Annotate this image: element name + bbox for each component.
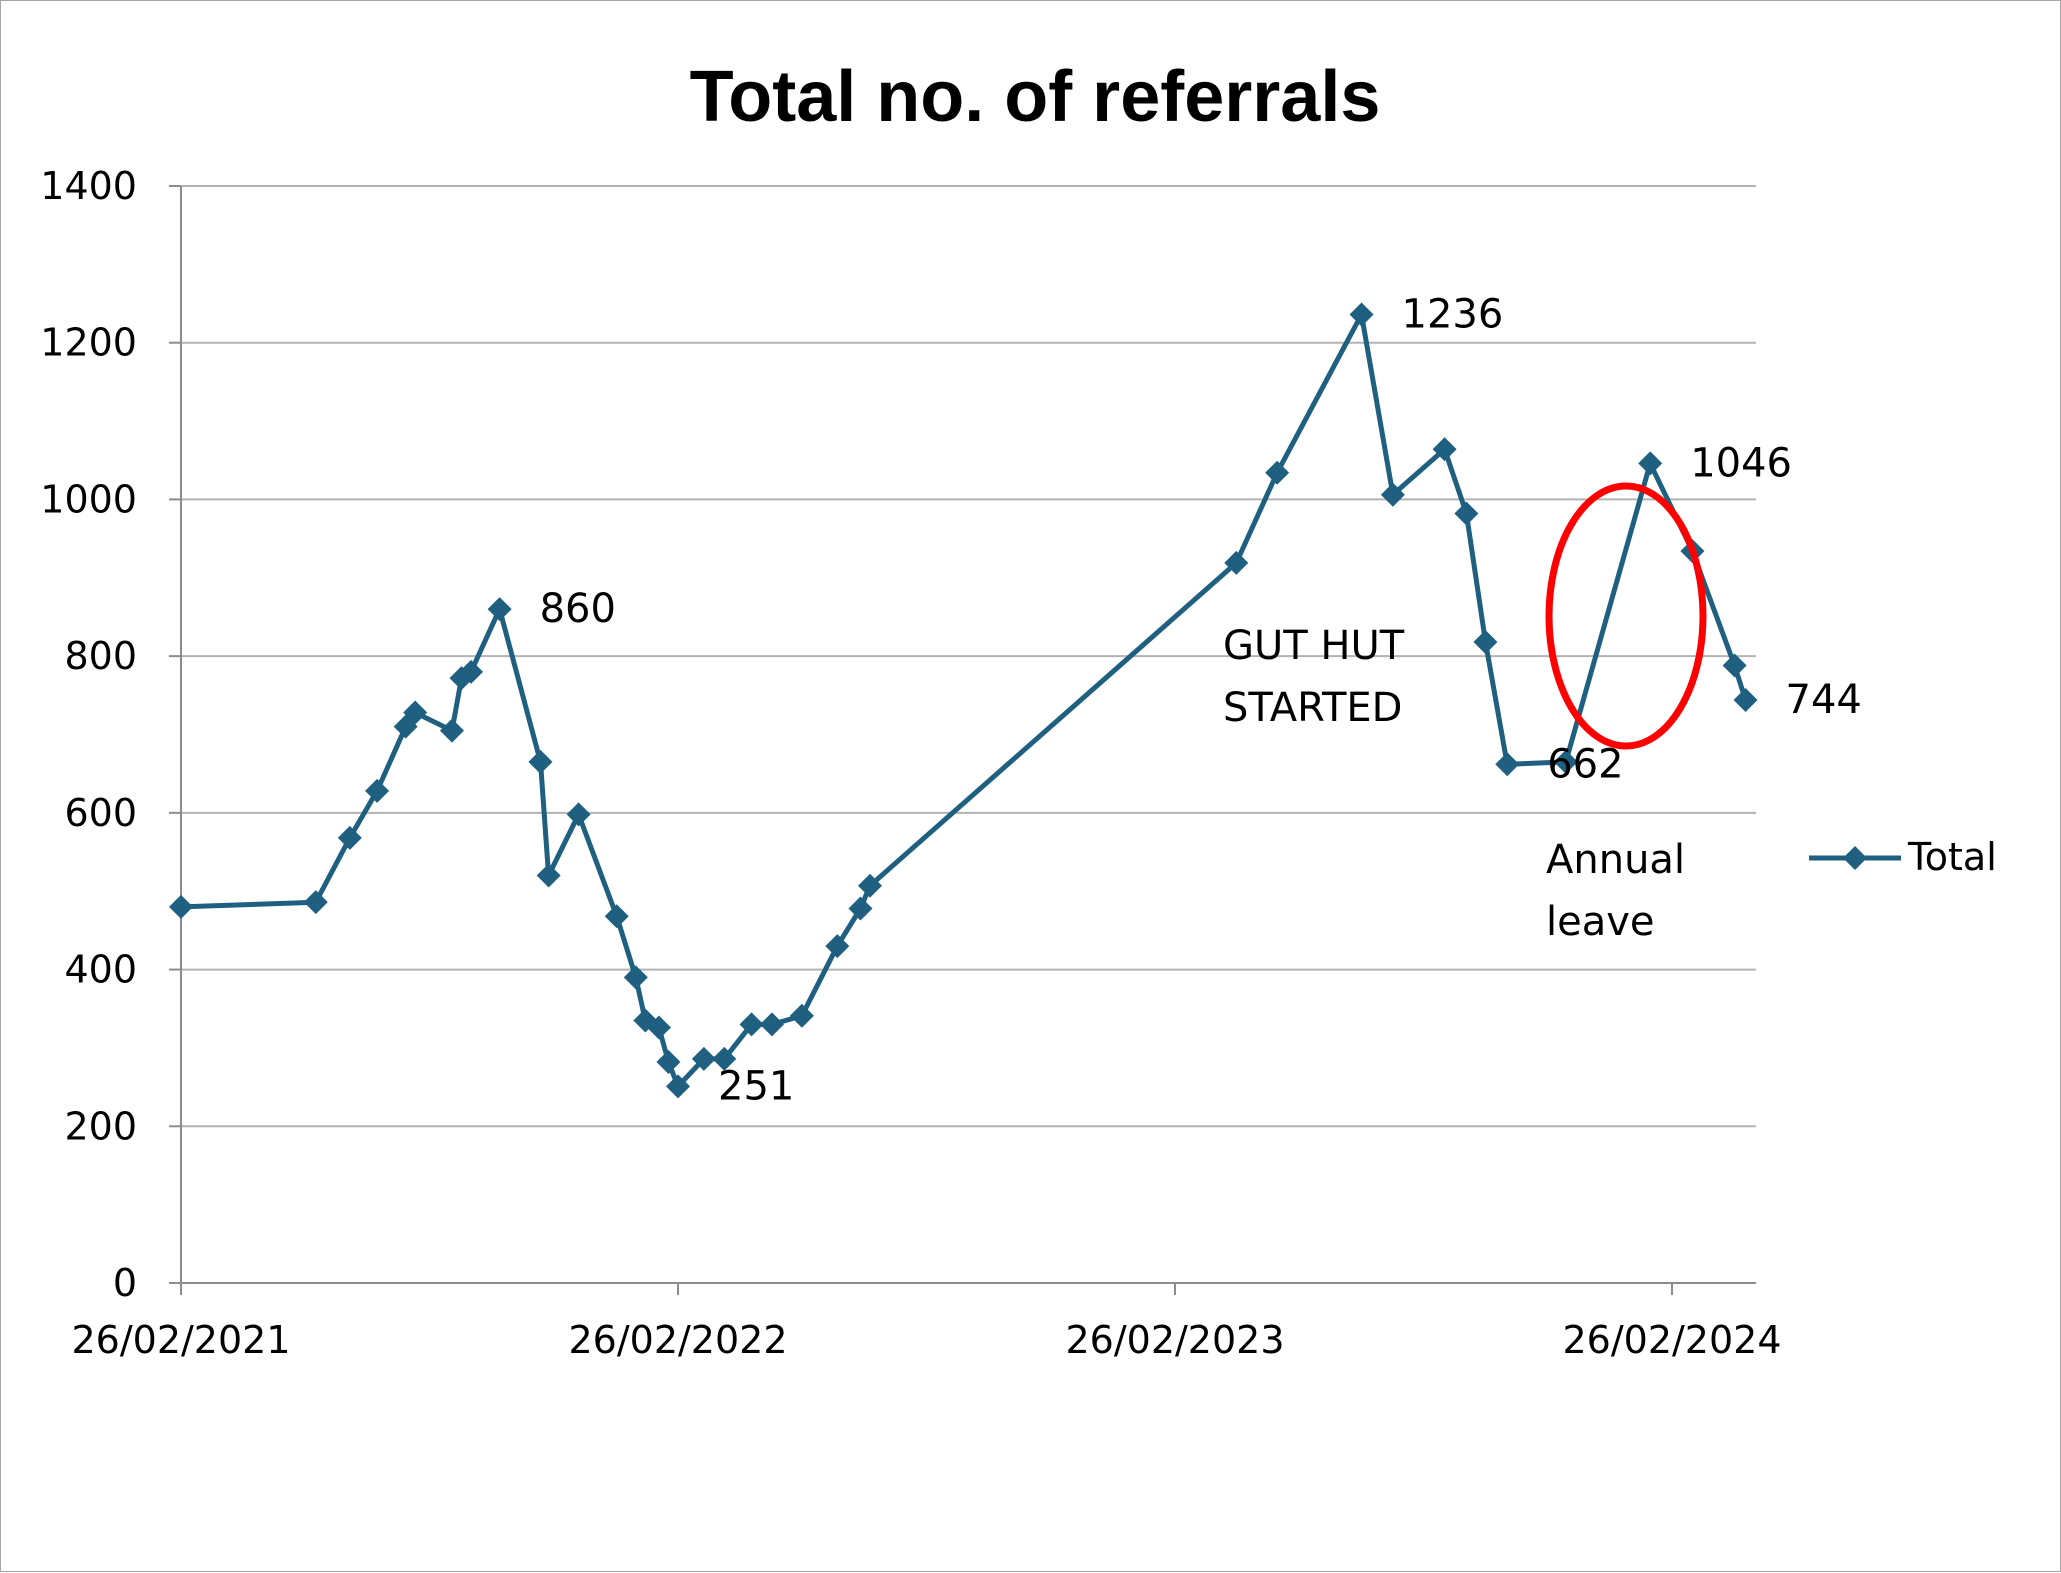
x-tick-label: 26/02/2021 — [71, 1318, 290, 1362]
data-label: 860 — [540, 586, 616, 632]
data-point-marker — [789, 1003, 814, 1028]
data-point-marker — [646, 1015, 671, 1040]
data-point-marker — [439, 718, 464, 743]
data-point-marker — [169, 894, 193, 919]
data-point-marker — [365, 778, 390, 803]
data-point-marker — [1224, 550, 1249, 575]
data-label: 1046 — [1690, 440, 1792, 486]
data-label: 1236 — [1402, 292, 1504, 338]
data-point-marker — [691, 1046, 716, 1071]
data-point-marker — [1473, 630, 1498, 655]
data-point-marker — [459, 659, 484, 684]
data-point-marker — [487, 597, 512, 622]
data-point-marker — [848, 896, 873, 921]
annotation-text: STARTED — [1223, 685, 1402, 731]
data-label: 251 — [718, 1063, 794, 1109]
x-tick-label: 26/02/2024 — [1562, 1318, 1781, 1362]
data-point-marker — [303, 890, 328, 915]
data-point-marker — [1733, 688, 1758, 713]
data-point-marker — [566, 802, 591, 827]
data-point-marker — [759, 1012, 784, 1037]
data-point-marker — [528, 749, 553, 774]
data-point-marker — [1638, 451, 1663, 476]
annotation-text: Annual — [1546, 837, 1685, 883]
series-group — [169, 302, 1758, 1099]
data-point-marker — [623, 965, 648, 990]
data-labels: 860 251 1236 662 1046 744 — [540, 292, 1862, 1110]
data-point-marker — [666, 1074, 690, 1099]
annotation-text: leave — [1546, 899, 1655, 945]
data-label: 662 — [1547, 741, 1623, 787]
data-point-marker — [1349, 302, 1374, 327]
data-point-marker — [825, 934, 850, 959]
data-point-marker — [1454, 501, 1479, 526]
annotation-text: GUT HUT — [1223, 623, 1405, 669]
legend: Total — [1809, 835, 1997, 879]
data-point-marker — [1553, 749, 1578, 774]
y-tick-label: 1400 — [40, 164, 137, 208]
y-tick-label: 400 — [64, 948, 137, 992]
y-tick-label: 600 — [64, 791, 137, 835]
highlight-ellipse — [1545, 482, 1707, 750]
data-point-marker — [1432, 437, 1457, 462]
data-point-marker — [1380, 482, 1405, 507]
data-point-marker — [712, 1046, 737, 1071]
chart-title: Total no. of referrals — [690, 57, 1381, 137]
y-tick-label: 200 — [64, 1104, 137, 1148]
y-tick-label: 1000 — [40, 477, 137, 521]
data-point-marker — [1722, 653, 1747, 678]
annotations: GUT HUT STARTED Annual leave — [1223, 623, 1685, 945]
y-tick-label: 1200 — [40, 321, 137, 365]
data-point-marker — [656, 1050, 681, 1075]
data-point-marker — [337, 825, 362, 850]
data-point-marker — [536, 863, 561, 888]
data-point-marker — [739, 1012, 764, 1037]
y-tick-label: 0 — [113, 1261, 137, 1305]
data-point-marker — [403, 700, 428, 725]
data-label: 744 — [1786, 677, 1862, 723]
y-axis-ticks: 0 200 400 600 800 1000 1200 1400 — [40, 164, 181, 1305]
x-tick-label: 26/02/2023 — [1065, 1318, 1284, 1362]
axes — [180, 186, 1756, 1284]
legend-marker-swatch — [1843, 846, 1867, 870]
x-tick-label: 26/02/2022 — [568, 1318, 787, 1362]
gridlines — [181, 185, 1756, 1128]
highlight-group — [1545, 482, 1707, 750]
data-point-marker — [1495, 752, 1520, 777]
x-axis-ticks: 26/02/2021 26/02/2022 26/02/2023 26/02/2024 — [71, 1283, 1782, 1362]
legend-label: Total — [1907, 835, 1997, 879]
data-point-marker — [604, 904, 629, 929]
data-point-marker — [1265, 460, 1290, 485]
y-tick-label: 800 — [64, 634, 137, 678]
data-point-marker — [857, 873, 882, 898]
